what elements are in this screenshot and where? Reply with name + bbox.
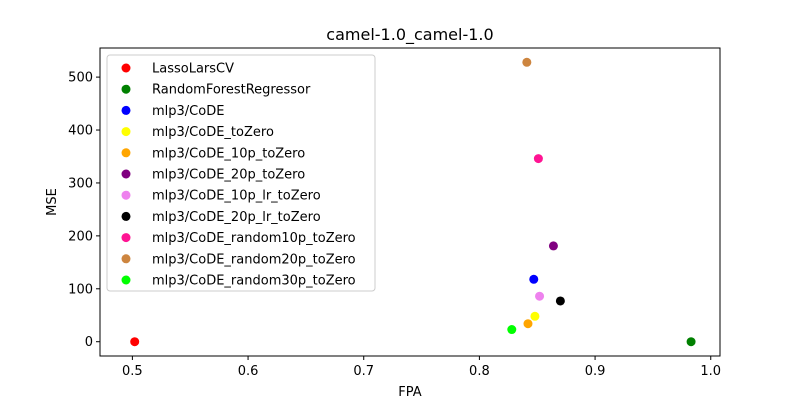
x-tick-label: 0.5 — [122, 364, 143, 379]
legend-label: LassoLarsCV — [152, 62, 234, 77]
data-point — [555, 296, 565, 306]
data-point — [686, 337, 696, 347]
legend-label: mlp3/CoDE_10p_toZero — [152, 146, 305, 161]
legend-marker — [121, 169, 131, 179]
data-point — [507, 325, 517, 335]
data-point — [530, 311, 540, 321]
y-tick-label: 300 — [68, 176, 93, 191]
x-tick-label: 1.0 — [700, 364, 721, 379]
y-axis: 0 100 200 300 400 500 — [68, 71, 100, 350]
x-axis: 0.5 0.6 0.7 0.8 0.9 1.0 — [122, 356, 721, 379]
legend-marker — [121, 84, 131, 94]
data-point — [130, 337, 140, 347]
legend-marker — [121, 148, 131, 158]
data-points — [130, 57, 696, 347]
legend-label: RandomForestRegressor — [152, 83, 311, 98]
legend: LassoLarsCV RandomForestRegressor mlp3/CoD… — [106, 54, 376, 292]
plot-area-frame — [99, 47, 721, 357]
legend-marker — [121, 63, 131, 73]
data-point — [529, 274, 539, 284]
x-axis-label: FPA — [398, 385, 421, 400]
legend-box — [106, 54, 376, 292]
legend-marker — [121, 233, 131, 243]
x-tick-label: 0.6 — [238, 364, 259, 379]
legend-marker — [121, 254, 131, 264]
y-tick-label: 100 — [68, 282, 93, 297]
legend-label: mlp3/CoDE — [152, 104, 224, 119]
legend-marker — [121, 105, 131, 115]
legend-label: mlp3/CoDE_20p_toZero — [152, 168, 305, 183]
legend-label: mlp3/CoDE_random20p_toZero — [152, 252, 356, 267]
legend-label: mlp3/CoDE_20p_lr_toZero — [152, 210, 321, 225]
data-point — [548, 241, 558, 251]
x-tick-label: 0.9 — [585, 364, 606, 379]
legend-label: mlp3/CoDE_random10p_toZero — [152, 231, 356, 246]
legend-marker — [121, 127, 131, 137]
legend-label: mlp3/CoDE_random30p_toZero — [152, 274, 356, 289]
data-point — [533, 154, 543, 164]
y-tick-label: 200 — [68, 229, 93, 244]
y-tick-label: 500 — [68, 71, 93, 86]
y-axis-label: MSE — [45, 188, 60, 216]
data-point — [523, 319, 533, 329]
legend-label: mlp3/CoDE_toZero — [152, 125, 274, 140]
chart-title: camel-1.0_camel-1.0 — [326, 25, 493, 45]
legend-marker — [121, 275, 131, 285]
data-point — [535, 291, 545, 301]
y-tick-label: 0 — [85, 335, 93, 350]
data-point — [522, 57, 532, 67]
x-tick-label: 0.8 — [469, 364, 490, 379]
x-tick-label: 0.7 — [353, 364, 374, 379]
legend-label: mlp3/CoDE_10p_lr_toZero — [152, 189, 321, 204]
y-tick-label: 400 — [68, 124, 93, 139]
legend-marker — [121, 190, 131, 200]
legend-marker — [121, 211, 131, 221]
